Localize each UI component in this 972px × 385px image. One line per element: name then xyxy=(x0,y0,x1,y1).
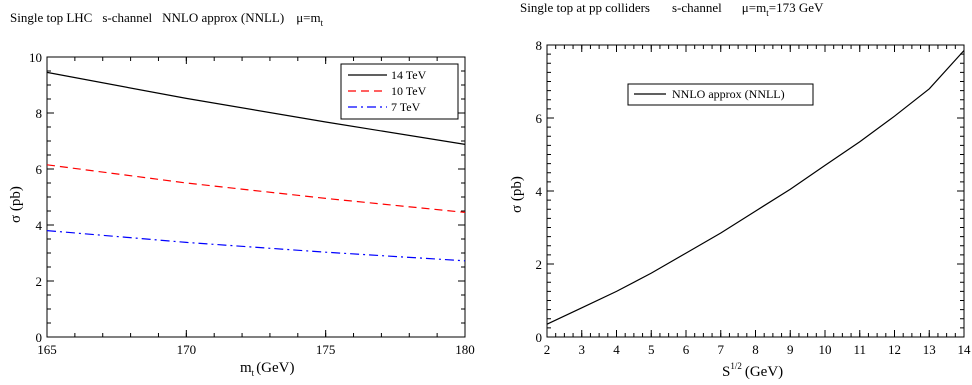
y-tick-label: 4 xyxy=(536,184,543,199)
chart-right-title-mu-sub: t xyxy=(766,8,769,18)
series-line-nnlo-approx-nnll xyxy=(546,50,965,325)
x-tick-label: 180 xyxy=(455,342,475,357)
chart-right-xlabel-sup: 1/2 xyxy=(730,361,742,371)
chart-left-title-approx: NNLO approx (NNLL) xyxy=(162,10,284,25)
x-tick-label: 5 xyxy=(648,342,655,357)
chart-right-ticks xyxy=(546,44,965,338)
chart-right-series xyxy=(546,50,965,325)
x-tick-label: 13 xyxy=(923,342,936,357)
legend-label: 14 TeV xyxy=(391,68,427,82)
x-tick-label: 2 xyxy=(544,342,551,357)
chart-left-ticks xyxy=(46,56,466,338)
x-tick-label: 165 xyxy=(37,342,57,357)
chart-right-legend: NNLO approx (NNLL) xyxy=(627,83,814,106)
x-tick-label: 12 xyxy=(888,342,901,357)
x-tick-label: 170 xyxy=(177,342,197,357)
x-tick-label: 7 xyxy=(718,342,725,357)
series-line-10-tev xyxy=(46,164,466,213)
legend-label: 10 TeV xyxy=(391,84,427,98)
x-tick-label: 6 xyxy=(683,342,690,357)
x-tick-label: 10 xyxy=(819,342,832,357)
y-tick-label: 6 xyxy=(536,111,543,126)
chart-right-title-mu: μ=m xyxy=(742,0,766,15)
x-tick-label: 14 xyxy=(958,342,972,357)
y-tick-label: 8 xyxy=(36,106,43,121)
legend-label: 7 TeV xyxy=(391,100,421,114)
chart-left-legend-items: 14 TeV 10 TeV 7 TeV xyxy=(348,68,427,114)
x-tick-label: 4 xyxy=(613,342,620,357)
y-tick-label: 10 xyxy=(29,50,42,65)
series-line-14-tev xyxy=(46,71,466,145)
y-tick-label: 6 xyxy=(36,162,43,177)
chart-left-title: Single top LHC s-channel NNLO approx (NNLL… xyxy=(10,10,324,28)
chart-right-xlabel-unit: (GeV) xyxy=(745,364,783,380)
y-tick-label: 0 xyxy=(36,330,43,345)
chart-left-title-left: Single top LHC xyxy=(10,10,92,25)
y-tick-label: 4 xyxy=(36,218,43,233)
chart-left-x-axis-label: mt (GeV) xyxy=(240,360,295,378)
y-tick-label: 2 xyxy=(536,257,543,272)
chart-left-legend: 14 TeV 10 TeV 7 TeV xyxy=(340,63,459,120)
series-line-7-tev xyxy=(46,230,466,262)
y-tick-label: 2 xyxy=(36,274,43,289)
chart-right-legend-items: NNLO approx (NNLL) xyxy=(634,87,785,101)
chart-right-y-axis-label: σ (pb) xyxy=(509,176,525,213)
chart-left-xlabel-sub: t xyxy=(252,368,255,378)
x-tick-label: 9 xyxy=(787,342,794,357)
y-tick-label: 8 xyxy=(536,38,543,53)
chart-left-series xyxy=(46,71,466,262)
legend-label: NNLO approx (NNLL) xyxy=(672,87,785,101)
x-tick-label: 175 xyxy=(316,342,336,357)
chart-left-xlabel: m xyxy=(240,360,252,376)
chart-left-xlabel-unit: (GeV) xyxy=(256,360,294,376)
chart-left-legend-box xyxy=(340,63,459,120)
chart-right: Single top at pp colliders s-channel μ=mt=… xyxy=(509,0,971,380)
x-tick-label: 11 xyxy=(853,342,866,357)
chart-left-tick-labels: 165 170 175 180 0 2 4 6 8 10 xyxy=(29,50,475,357)
x-tick-label: 3 xyxy=(579,342,586,357)
chart-right-x-axis-label: S1/2 (GeV) xyxy=(722,361,783,380)
chart-right-legend-box xyxy=(627,83,814,106)
chart-right-xlabel: S xyxy=(722,364,730,380)
chart-right-title-channel: s-channel xyxy=(672,0,722,15)
chart-left-title-mu-sub: t xyxy=(321,18,324,28)
chart-left-title-channel: s-channel xyxy=(102,10,152,25)
chart-left-title-mu: μ=m xyxy=(296,10,320,25)
x-tick-label: 8 xyxy=(752,342,759,357)
chart-right-title-left: Single top at pp colliders xyxy=(520,0,650,15)
chart-left-y-axis-label: σ (pb) xyxy=(8,186,24,223)
chart-left: Single top LHC s-channel NNLO approx (NNLL… xyxy=(8,10,475,378)
chart-right-title: Single top at pp colliders s-channel μ=mt=… xyxy=(520,0,824,18)
chart-right-title-mu-value: =173 GeV xyxy=(769,0,824,15)
y-tick-label: 0 xyxy=(536,330,543,345)
